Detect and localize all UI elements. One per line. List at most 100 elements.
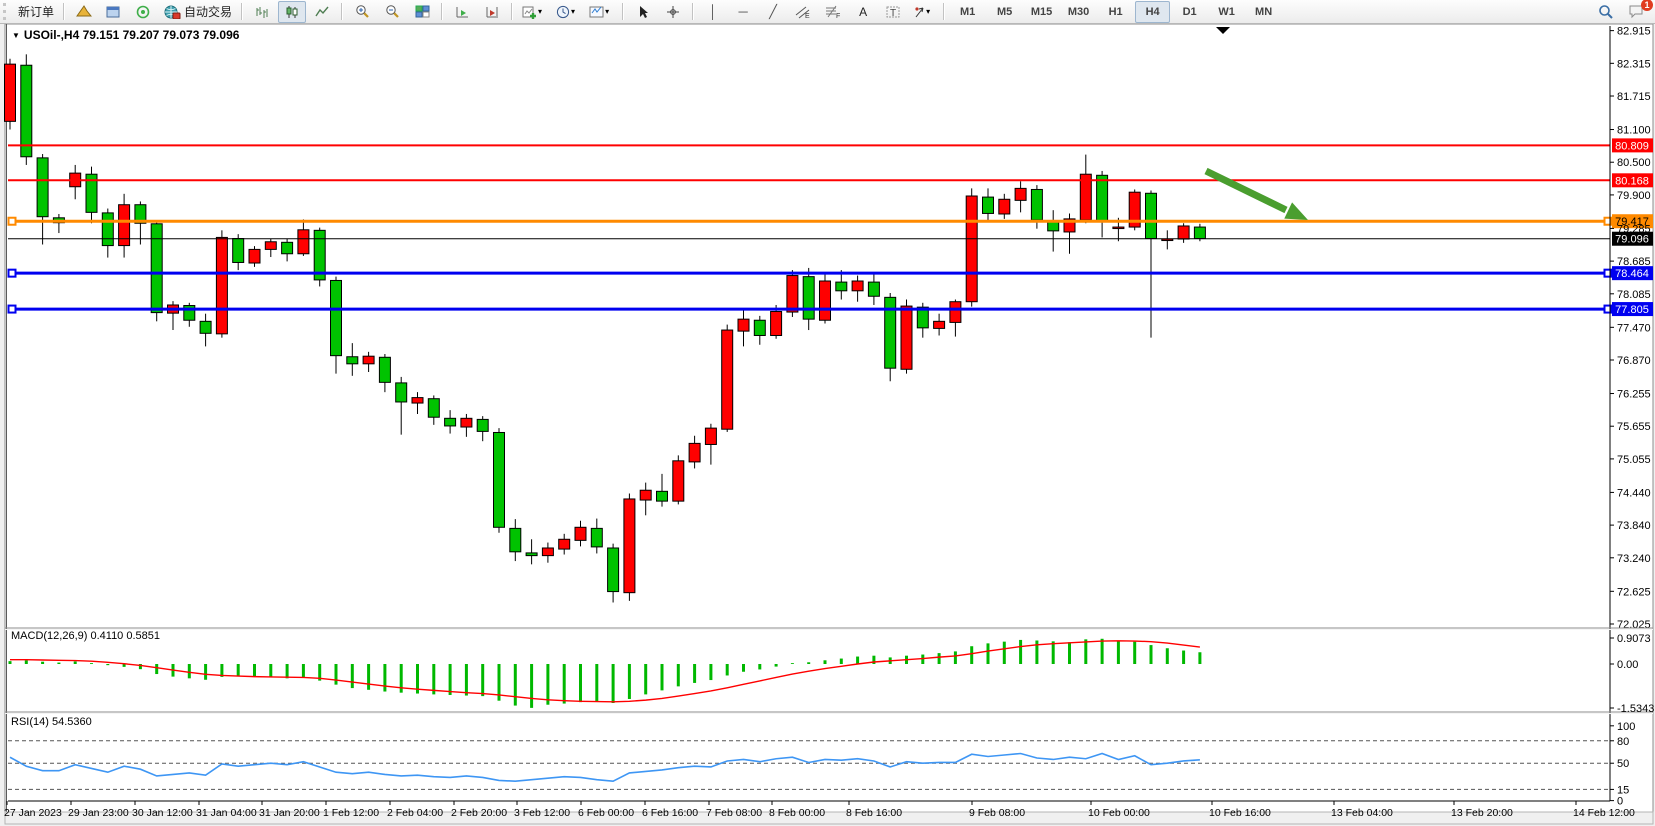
- timeframe-mn-button[interactable]: MN: [1255, 5, 1273, 18]
- svg-text:76.255: 76.255: [1617, 389, 1651, 401]
- toolbar: 新订单 自动交易: [0, 0, 1655, 24]
- svg-text:8 Feb 00:00: 8 Feb 00:00: [769, 807, 825, 819]
- text-button[interactable]: A: [859, 4, 868, 19]
- svg-text:27 Jan 2023: 27 Jan 2023: [4, 807, 62, 819]
- svg-text:0.9073: 0.9073: [1617, 633, 1651, 645]
- svg-text:29 Jan 23:00: 29 Jan 23:00: [68, 807, 129, 819]
- timeframe-m15-button[interactable]: M15: [1030, 5, 1053, 18]
- crosshair-icon: [667, 5, 680, 18]
- search-icon: [1599, 4, 1613, 19]
- search-button[interactable]: [1592, 1, 1620, 23]
- timeframe-m30-button[interactable]: M30: [1067, 5, 1090, 18]
- rsi-pane[interactable]: 100 80 50 150: [8, 721, 1635, 808]
- zoom-in-button[interactable]: [348, 1, 376, 23]
- horizontal-line-button[interactable]: ─: [738, 4, 748, 19]
- svg-text:1 Feb 12:00: 1 Feb 12:00: [323, 807, 379, 819]
- rsi-line: [9, 752, 1200, 782]
- auto-scroll-button[interactable]: [448, 1, 476, 23]
- svg-text:2 Feb 20:00: 2 Feb 20:00: [451, 807, 507, 819]
- svg-text:81.715: 81.715: [1617, 91, 1651, 103]
- svg-text:77.805: 77.805: [1615, 304, 1649, 316]
- svg-text:9 Feb 08:00: 9 Feb 08:00: [969, 807, 1025, 819]
- svg-text:6 Feb 00:00: 6 Feb 00:00: [578, 807, 634, 819]
- timeframe-m5-button[interactable]: M5: [996, 5, 1013, 18]
- data-window-button[interactable]: [100, 1, 128, 23]
- zoom-out-button[interactable]: [378, 1, 406, 23]
- candle-chart-button[interactable]: [278, 0, 307, 23]
- new-chart-button[interactable]: ▾: [518, 1, 550, 23]
- line-handle[interactable]: [1603, 304, 1613, 314]
- tile-windows-button[interactable]: [408, 1, 436, 23]
- line-handle[interactable]: [1603, 268, 1613, 278]
- cursor-icon: [639, 5, 648, 18]
- chart-title[interactable]: ▼ USOil-,H4 79.151 79.207 79.073 79.096: [12, 28, 239, 42]
- toolbar-separator: [692, 3, 695, 20]
- toolbar-separator: [341, 3, 344, 20]
- svg-text:15: 15: [1617, 784, 1629, 796]
- text-label-button[interactable]: T: [879, 1, 907, 23]
- templates-button[interactable]: ▾: [585, 1, 617, 23]
- status-strip: [4, 811, 1654, 825]
- autotrading-icon: [164, 5, 181, 19]
- chart-collapse-icon[interactable]: ▼: [12, 31, 20, 41]
- macd-indicator-label: MACD(12,26,9) 0.4110 0.5851: [11, 630, 160, 642]
- channel-icon: E: [795, 6, 810, 19]
- bar-chart-icon: [256, 6, 268, 18]
- timeframe-d1-button[interactable]: D1: [1182, 5, 1197, 18]
- trend-arrow-head[interactable]: [1284, 202, 1308, 220]
- vertical-line-button[interactable]: │: [709, 4, 718, 19]
- chart-shift-button[interactable]: [478, 1, 506, 23]
- crosshair-button[interactable]: [659, 1, 687, 23]
- trendline-button[interactable]: ╱: [769, 4, 777, 19]
- svg-text:100: 100: [1617, 721, 1635, 733]
- svg-text:78.085: 78.085: [1617, 289, 1651, 301]
- periods-button[interactable]: ▾: [552, 1, 583, 23]
- timeframe-m1-button[interactable]: M1: [959, 5, 976, 18]
- toolbar-separator: [63, 3, 66, 20]
- line-handle[interactable]: [7, 304, 17, 314]
- macd-pane[interactable]: 0.9073 0.00 -1.5343: [8, 633, 1654, 715]
- svg-text:80: 80: [1617, 736, 1629, 748]
- notifications-button[interactable]: 1: [1622, 0, 1653, 23]
- horizontal-lines[interactable]: 80.809 80.168 79.417 78.464 77.805 79.096: [7, 138, 1653, 317]
- line-handle[interactable]: [7, 268, 17, 278]
- svg-text:75.655: 75.655: [1617, 421, 1651, 433]
- zoom-out-icon: [385, 5, 399, 18]
- svg-text:79.285: 79.285: [1617, 223, 1651, 235]
- line-handle[interactable]: [1603, 216, 1613, 226]
- toolbar-separator: [622, 3, 625, 20]
- chart-shift-marker[interactable]: [1216, 27, 1230, 34]
- svg-text:0: 0: [1617, 796, 1623, 808]
- rsi-indicator-label: RSI(14) 54.5360: [11, 716, 92, 728]
- timeframe-w1-button[interactable]: W1: [1218, 5, 1235, 18]
- bar-chart-button[interactable]: [248, 1, 276, 23]
- autotrading-button[interactable]: 自动交易: [160, 1, 236, 23]
- line-chart-button[interactable]: [308, 1, 336, 23]
- dropdown-arrow-icon: ▾: [538, 7, 543, 16]
- equidistant-channel-button[interactable]: E: [789, 1, 817, 23]
- candlestick-series[interactable]: [4, 54, 1206, 603]
- trend-arrow[interactable]: [1204, 167, 1288, 214]
- svg-text:80.500: 80.500: [1617, 157, 1651, 169]
- svg-text:6 Feb 16:00: 6 Feb 16:00: [642, 807, 698, 819]
- annotations[interactable]: [1204, 27, 1308, 220]
- timeframe-h1-button[interactable]: H1: [1108, 5, 1123, 18]
- timeframe-h4-button[interactable]: H4: [1135, 0, 1171, 23]
- line-handle[interactable]: [7, 216, 17, 226]
- strategy-tester-button[interactable]: [130, 1, 158, 23]
- svg-text:80.809: 80.809: [1615, 140, 1649, 152]
- candle-chart-icon: [286, 5, 298, 18]
- new-chart-icon: [522, 6, 537, 19]
- cursor-button[interactable]: [629, 1, 657, 23]
- svg-text:30 Jan 12:00: 30 Jan 12:00: [132, 807, 193, 819]
- fibonacci-button[interactable]: F: [819, 1, 847, 23]
- svg-text:79.900: 79.900: [1617, 190, 1651, 202]
- market-watch-button[interactable]: [70, 1, 98, 23]
- toolbar-separator: [511, 3, 514, 20]
- new-order-button[interactable]: 新订单: [18, 5, 55, 19]
- toolbar-grip[interactable]: [3, 3, 10, 20]
- line-chart-icon: [315, 6, 329, 16]
- arrows-button[interactable]: ▾: [909, 1, 938, 23]
- text-label-icon: T: [886, 6, 900, 19]
